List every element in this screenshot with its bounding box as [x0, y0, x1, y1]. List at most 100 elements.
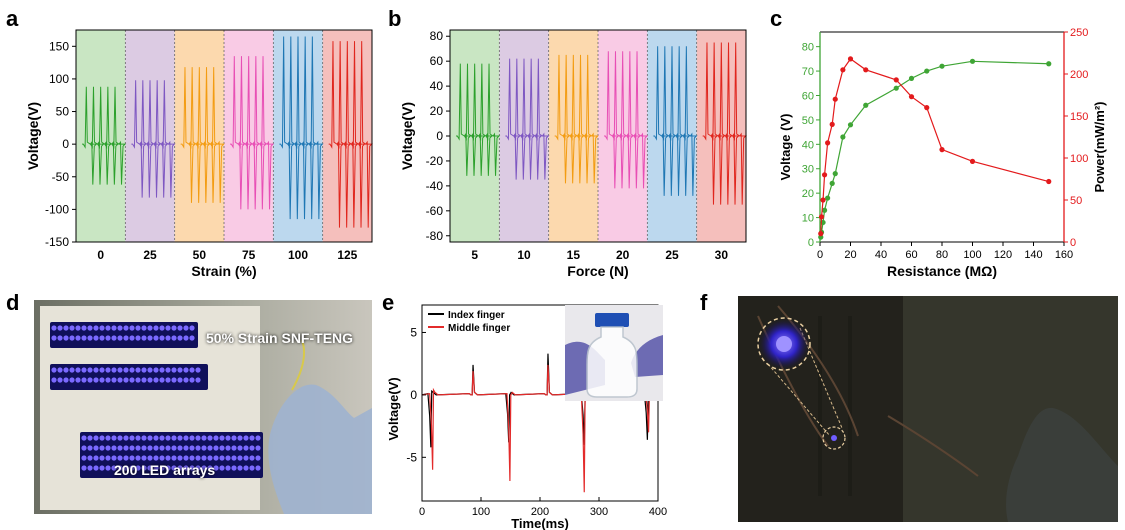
series-line-10	[505, 58, 550, 180]
led	[129, 455, 135, 461]
led	[141, 445, 147, 451]
led	[195, 445, 201, 451]
voltage-point	[1046, 61, 1052, 67]
led	[87, 435, 93, 441]
led	[183, 435, 189, 441]
y-tick-label-left: 60	[802, 90, 814, 102]
led	[147, 435, 153, 441]
led	[87, 335, 93, 341]
led	[153, 445, 159, 451]
y-tick-label-left: 10	[802, 213, 814, 225]
led	[207, 465, 213, 471]
led	[213, 455, 219, 461]
led	[135, 377, 141, 383]
wire	[291, 339, 305, 391]
power-point	[924, 105, 930, 111]
series-line-100	[279, 36, 324, 220]
y-tick-label-right: 250	[1070, 27, 1088, 39]
led	[177, 367, 183, 373]
panel-label-c: c	[770, 6, 783, 31]
led	[249, 445, 255, 451]
x-tick-label: 0	[817, 249, 823, 261]
x-axis-label: Resistance (MΩ)	[887, 263, 997, 279]
led	[201, 435, 207, 441]
led	[129, 465, 135, 471]
power-point	[821, 172, 828, 178]
led	[153, 335, 159, 341]
caption-strain-teng: 50% Strain SNF-TENG	[206, 330, 354, 346]
band-0	[76, 30, 126, 242]
y-tick-label: 50	[56, 105, 70, 119]
x-axis-label: Force (N)	[567, 263, 628, 279]
led	[183, 325, 189, 331]
led	[159, 377, 165, 383]
led	[237, 435, 243, 441]
led	[117, 445, 123, 451]
voltage-point	[821, 207, 828, 213]
panel-label-e: e	[382, 290, 395, 315]
x-tick-label: 50	[193, 248, 207, 262]
led	[189, 465, 195, 471]
led	[225, 435, 231, 441]
led	[237, 465, 243, 471]
led	[105, 455, 111, 461]
led	[93, 325, 99, 331]
y-tick-label-left: 20	[802, 188, 814, 200]
voltage-point	[924, 68, 930, 74]
led	[117, 367, 123, 373]
led	[243, 455, 249, 461]
led	[171, 465, 177, 471]
led	[69, 367, 75, 373]
plot-frame	[75, 29, 373, 243]
led	[183, 455, 189, 461]
led	[81, 377, 87, 383]
led	[99, 465, 105, 471]
led	[189, 435, 195, 441]
zoom-line	[799, 327, 843, 429]
led	[117, 455, 123, 461]
led	[159, 445, 165, 451]
glass-bottle	[586, 326, 638, 398]
led	[57, 335, 63, 341]
led	[93, 335, 99, 341]
y-axis-label-left: Voltage (V)	[778, 114, 793, 181]
led	[141, 465, 147, 471]
led	[195, 435, 201, 441]
legend-entry: Index finger	[448, 310, 505, 321]
x-axis-label: Strain (%)	[191, 263, 256, 279]
led	[255, 455, 261, 461]
x-tick-label: 80	[936, 249, 948, 261]
led	[207, 435, 213, 441]
y-tick-label-right: 50	[1070, 195, 1082, 207]
series-line-15	[554, 54, 599, 184]
power-line	[820, 58, 1049, 234]
power-point	[820, 197, 826, 203]
led	[189, 335, 195, 341]
bottle-inset-photo	[565, 305, 663, 401]
led	[171, 455, 177, 461]
x-tick-label: 160	[1055, 249, 1073, 261]
glove-right	[631, 335, 663, 377]
y-tick-label: -60	[426, 204, 444, 218]
led	[153, 455, 159, 461]
led	[177, 445, 183, 451]
led	[75, 377, 81, 383]
led	[129, 445, 135, 451]
series-line-5	[456, 63, 501, 176]
x-tick-label: 300	[590, 506, 608, 518]
led	[213, 435, 219, 441]
led	[201, 445, 207, 451]
y-tick-label: -20	[426, 154, 444, 168]
led	[189, 377, 195, 383]
y-tick-label: 0	[436, 129, 443, 143]
y-tick-label: 5	[410, 325, 417, 339]
x-tick-label: 30	[715, 248, 729, 262]
led	[117, 465, 123, 471]
led	[123, 335, 129, 341]
bottle-illustration	[565, 305, 663, 401]
led	[105, 465, 111, 471]
led	[87, 377, 93, 383]
led	[69, 377, 75, 383]
voltage-point	[863, 102, 869, 108]
led	[105, 325, 111, 331]
